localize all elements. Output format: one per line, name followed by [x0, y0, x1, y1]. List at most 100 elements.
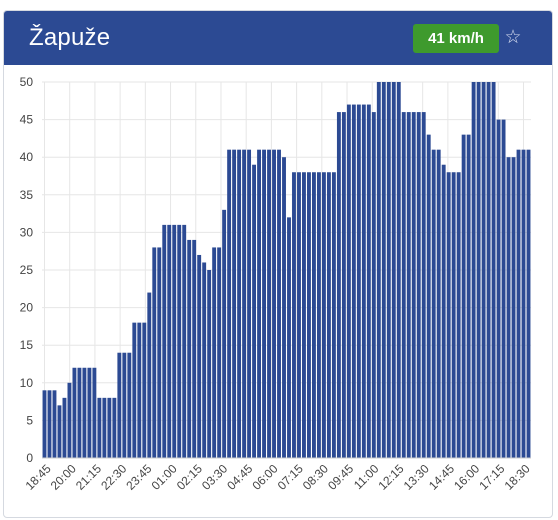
- card-header: Žapuže 41 km/h ☆: [4, 11, 552, 65]
- x-tick-label: 06:00: [249, 461, 280, 492]
- bar: [516, 149, 521, 458]
- bar: [476, 82, 481, 458]
- bar: [326, 172, 331, 459]
- bar: [117, 352, 122, 458]
- bar: [62, 397, 67, 458]
- bar: [102, 397, 107, 458]
- bar: [182, 224, 187, 458]
- bar: [366, 104, 371, 458]
- x-tick-label: 16:00: [451, 461, 482, 492]
- bar: [262, 149, 266, 458]
- bar: [356, 104, 361, 458]
- bar: [361, 104, 366, 458]
- bar: [371, 112, 376, 458]
- weather-station-card: Žapuže 41 km/h ☆ 0 5 10 15 20 25 30 35 40 45 50 18…: [3, 10, 553, 518]
- bar: [217, 247, 222, 458]
- x-tick-label: 13:30: [401, 461, 432, 492]
- bar: [137, 322, 142, 458]
- bar: [232, 149, 237, 458]
- bar: [122, 352, 127, 458]
- bar: [441, 164, 446, 458]
- bar: [316, 172, 321, 459]
- bar: [142, 322, 147, 458]
- bar: [222, 209, 227, 458]
- bar: [506, 157, 511, 458]
- x-tick-label: 18:30: [502, 461, 533, 492]
- bar: [381, 82, 386, 458]
- x-axis-ticks: 18:4520:0021:1522:3023:4501:0002:1503:30…: [23, 461, 533, 492]
- bar: [87, 367, 92, 458]
- bar: [311, 172, 316, 459]
- bar: [406, 112, 411, 458]
- bar: [351, 104, 356, 458]
- bar: [267, 149, 271, 458]
- y-tick-label: 10: [20, 376, 34, 390]
- bar: [466, 134, 471, 458]
- bar: [496, 119, 501, 458]
- x-tick-label: 02:15: [174, 461, 205, 492]
- bar: [501, 119, 506, 458]
- bar: [297, 172, 301, 459]
- bar: [57, 405, 62, 458]
- bar: [92, 367, 97, 458]
- bar: [212, 247, 217, 458]
- y-tick-label: 45: [20, 113, 34, 127]
- bar: [227, 149, 232, 458]
- bar: [287, 217, 291, 458]
- y-tick-label: 40: [20, 150, 34, 164]
- bar: [157, 247, 162, 458]
- y-tick-label: 35: [20, 188, 34, 202]
- bar: [167, 224, 172, 458]
- x-tick-label: 09:45: [325, 461, 356, 492]
- bar: [97, 397, 102, 458]
- y-tick-label: 5: [26, 413, 33, 427]
- y-tick-label: 25: [20, 263, 34, 277]
- bar: [511, 157, 516, 458]
- bar: [237, 149, 242, 458]
- station-title: Žapuže: [29, 24, 111, 51]
- wind-speed-bar-chart: 0 5 10 15 20 25 30 35 40 45 50 18:4520:0021:1522:3…: [20, 75, 533, 493]
- y-tick-label: 50: [20, 75, 34, 89]
- bar: [331, 172, 336, 459]
- bar: [52, 390, 57, 458]
- bar: [341, 112, 346, 458]
- bar: [177, 224, 182, 458]
- bar: [486, 82, 491, 458]
- x-tick-label: 18:45: [23, 461, 54, 492]
- bar: [252, 164, 257, 458]
- bar: [391, 82, 396, 458]
- bar: [152, 247, 157, 458]
- x-tick-label: 04:45: [224, 461, 255, 492]
- bar: [202, 262, 207, 458]
- bar: [72, 367, 77, 458]
- x-tick-label: 14:45: [426, 461, 457, 492]
- bar: [321, 172, 326, 459]
- bar: [47, 390, 52, 458]
- bar: [431, 149, 436, 458]
- x-tick-label: 20:00: [48, 461, 79, 492]
- x-tick-label: 12:15: [376, 461, 407, 492]
- bar: [521, 149, 526, 458]
- bar: [42, 390, 47, 458]
- bar: [197, 254, 202, 458]
- x-tick-label: 23:45: [123, 461, 154, 492]
- bar: [346, 104, 351, 458]
- bar: [307, 172, 311, 459]
- bar: [376, 82, 381, 458]
- bar: [67, 382, 72, 458]
- bar: [242, 149, 247, 458]
- bar: [416, 112, 421, 458]
- x-tick-label: 22:30: [98, 461, 129, 492]
- bar: [401, 112, 406, 458]
- bar: [112, 397, 117, 458]
- bar: [302, 172, 306, 459]
- bar: [207, 270, 212, 458]
- x-tick-label: 21:15: [73, 461, 104, 492]
- x-tick-label: 01:00: [149, 461, 180, 492]
- bar: [451, 172, 456, 459]
- bar: [411, 112, 416, 458]
- star-outline-icon[interactable]: ☆: [504, 26, 522, 48]
- bar: [386, 82, 391, 458]
- bar: [446, 172, 451, 459]
- bar: [396, 82, 401, 458]
